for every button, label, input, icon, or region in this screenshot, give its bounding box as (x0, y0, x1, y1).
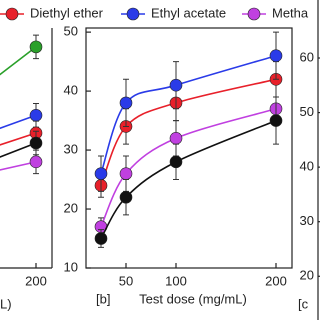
y-tick-label: 20 (64, 200, 78, 215)
fit-curve (100, 78, 277, 186)
y-tick-label: 30 (300, 213, 314, 228)
fit-curve (0, 46, 37, 76)
y-tick-label: 10 (64, 259, 78, 274)
data-point (269, 114, 283, 127)
plot-frame (85, 27, 293, 269)
legend-marker (247, 7, 261, 21)
data-point (29, 136, 43, 150)
legend-label: Diethyl ether (30, 5, 104, 20)
data-point (29, 108, 43, 122)
y-tick-label: 30 (64, 142, 78, 157)
y-tick-label: 50 (64, 24, 78, 39)
y-tick-label: 50 (300, 104, 314, 119)
fit-curve (100, 108, 277, 228)
legend-label: Ethyl acetate (151, 5, 226, 20)
data-point (169, 155, 183, 169)
panel-label: [c (298, 296, 309, 311)
fit-curve (0, 142, 37, 158)
y-tick-label: 40 (300, 159, 314, 174)
x-tick-label: 200 (25, 273, 47, 288)
data-point (119, 190, 133, 204)
fit-curve (0, 132, 37, 146)
x-tick-label: 100 (165, 273, 187, 288)
y-tick-label: 40 (64, 83, 78, 98)
legend-label: Metha (272, 5, 309, 20)
data-point (269, 49, 283, 63)
data-point (169, 78, 183, 92)
fit-curve (100, 54, 277, 174)
x-tick-label: 50 (119, 273, 133, 288)
data-point (29, 40, 43, 54)
data-point (29, 155, 43, 169)
fit-curve (0, 161, 37, 171)
legend-marker (5, 7, 19, 21)
fit-curve (0, 114, 37, 130)
y-tick-label: 60 (300, 49, 314, 64)
y-tick-label: 20 (300, 268, 314, 283)
data-point (119, 96, 133, 110)
fit-curve (100, 119, 277, 239)
x-tick-label: 200 (265, 273, 287, 288)
data-point (169, 131, 183, 145)
legend-marker (126, 7, 140, 21)
x-axis-title: Test dose (mg/mL) (139, 291, 247, 306)
data-point (94, 232, 108, 245)
data-point (94, 167, 108, 180)
x-axis-title: L) (0, 296, 12, 311)
data-point (119, 167, 133, 180)
panel-label: [b] (96, 291, 110, 306)
